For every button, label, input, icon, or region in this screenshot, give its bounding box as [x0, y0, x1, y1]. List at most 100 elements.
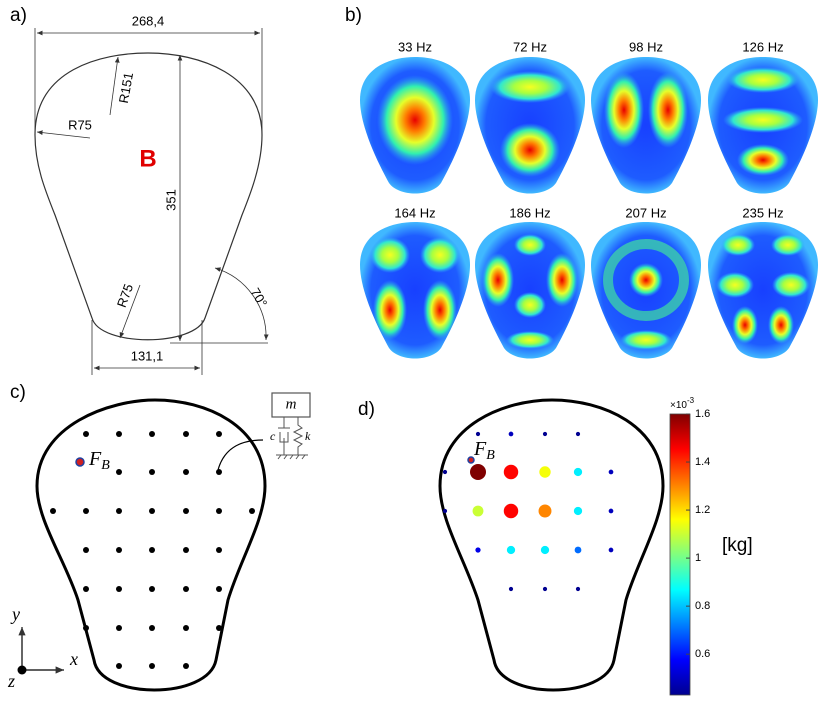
mass-point	[475, 431, 481, 437]
panel-label: c)	[10, 382, 26, 403]
mode-field	[603, 239, 689, 350]
mass-point	[475, 547, 481, 553]
attachment-point	[50, 508, 56, 514]
attachment-point	[116, 547, 122, 553]
attachment-point	[149, 663, 155, 669]
mode-frequency: 33 Hz	[398, 39, 432, 54]
mode-field	[370, 237, 460, 340]
mode-spot	[723, 107, 803, 133]
attachment-point	[183, 469, 189, 475]
attachment-point	[183, 547, 189, 553]
mode-spot	[370, 237, 410, 273]
colorbar-tick-label: 1.6	[695, 408, 710, 420]
mass-point	[573, 506, 583, 516]
attachment-point	[216, 508, 222, 514]
angle-arc	[214, 267, 269, 341]
attachment-point	[116, 625, 122, 631]
mode-spot	[506, 331, 554, 349]
radius-line	[109, 56, 120, 116]
mode-shape	[591, 57, 701, 194]
mass-point	[608, 469, 614, 475]
colorbar-multiplier: ×10-3	[670, 396, 695, 411]
leader-line	[217, 439, 264, 471]
attachment-point	[116, 663, 122, 669]
mass-point	[608, 547, 614, 553]
spring-symbol: k	[305, 429, 311, 443]
attachment-point	[149, 625, 155, 631]
mode-spot	[373, 280, 407, 340]
force-point	[467, 456, 475, 464]
mode-spot	[629, 263, 663, 297]
attachment-point	[249, 508, 255, 514]
spring-mass-damper: m c k	[270, 392, 311, 460]
mode-field	[716, 234, 810, 344]
force-symbol: F	[88, 448, 102, 470]
mass-point	[542, 431, 548, 437]
ground	[276, 454, 308, 460]
mass-point	[542, 586, 548, 592]
attachment-point	[83, 586, 89, 592]
mode-shape	[708, 222, 818, 359]
mode-field	[604, 72, 688, 148]
mode-shape	[475, 57, 585, 194]
mass-point	[508, 586, 514, 592]
plate-label: B	[139, 145, 156, 172]
attachment-point	[116, 508, 122, 514]
mode-spot	[423, 280, 457, 340]
attachment-points	[50, 431, 255, 669]
mode-shapes: 33 Hz 72 Hz 98 Hz 126 Hz 164 Hz 186 Hz 207 Hz 2…	[360, 39, 818, 359]
mode-frequency: 164 Hz	[394, 205, 435, 220]
radius: R75	[68, 117, 92, 132]
attachment-point	[116, 469, 122, 475]
mass-point	[506, 545, 516, 555]
attachment-point	[149, 469, 155, 475]
mode-spot	[514, 292, 546, 318]
mode-field	[482, 234, 578, 349]
mode-frequency: 235 Hz	[742, 205, 783, 220]
attachment-point	[183, 625, 189, 631]
mode-spot	[648, 72, 688, 148]
mass-point	[539, 466, 551, 478]
attachment-point	[216, 547, 222, 553]
dimension: 131,1	[131, 348, 164, 363]
axis-label: y	[10, 604, 20, 624]
axis-label: z	[7, 671, 15, 691]
panel-label: b)	[345, 5, 362, 26]
mode-spot	[546, 253, 578, 307]
mode-spot	[514, 234, 546, 256]
mode-frequency: 207 Hz	[625, 205, 666, 220]
mass-point	[538, 504, 552, 518]
multiplier: ×10	[670, 400, 687, 411]
mode-frequency: 126 Hz	[742, 39, 783, 54]
force-label: FB	[473, 438, 495, 464]
mode-frequency: 98 Hz	[629, 39, 663, 54]
attachment-point	[183, 508, 189, 514]
colorbar	[669, 413, 691, 696]
mode-spot	[482, 253, 514, 307]
attachment-point	[216, 431, 222, 437]
colorbar-ticks: 0.6 0.8 1 1.2 1.4 1.6	[686, 408, 710, 660]
mode-shape	[591, 222, 701, 359]
force-subscript: B	[101, 458, 110, 473]
plate-outline	[438, 398, 665, 692]
mass-point	[540, 545, 550, 555]
colorbar-tick-label: 0.8	[695, 600, 710, 612]
mode-spot	[604, 72, 644, 148]
attachment-point	[183, 586, 189, 592]
mode-field	[723, 67, 803, 176]
attachment-point	[116, 586, 122, 592]
mode-shape	[475, 222, 585, 359]
dimension: 351	[163, 189, 178, 211]
attachment-point	[149, 547, 155, 553]
mode-spot	[771, 234, 805, 256]
mass-points	[442, 431, 614, 592]
mass-point	[472, 505, 484, 517]
attachment-point	[83, 625, 89, 631]
force-symbol: F	[473, 438, 487, 460]
attachment-point	[149, 508, 155, 514]
mode-spot	[420, 237, 460, 273]
mass-point	[575, 586, 581, 592]
force-subscript: B	[486, 448, 495, 463]
